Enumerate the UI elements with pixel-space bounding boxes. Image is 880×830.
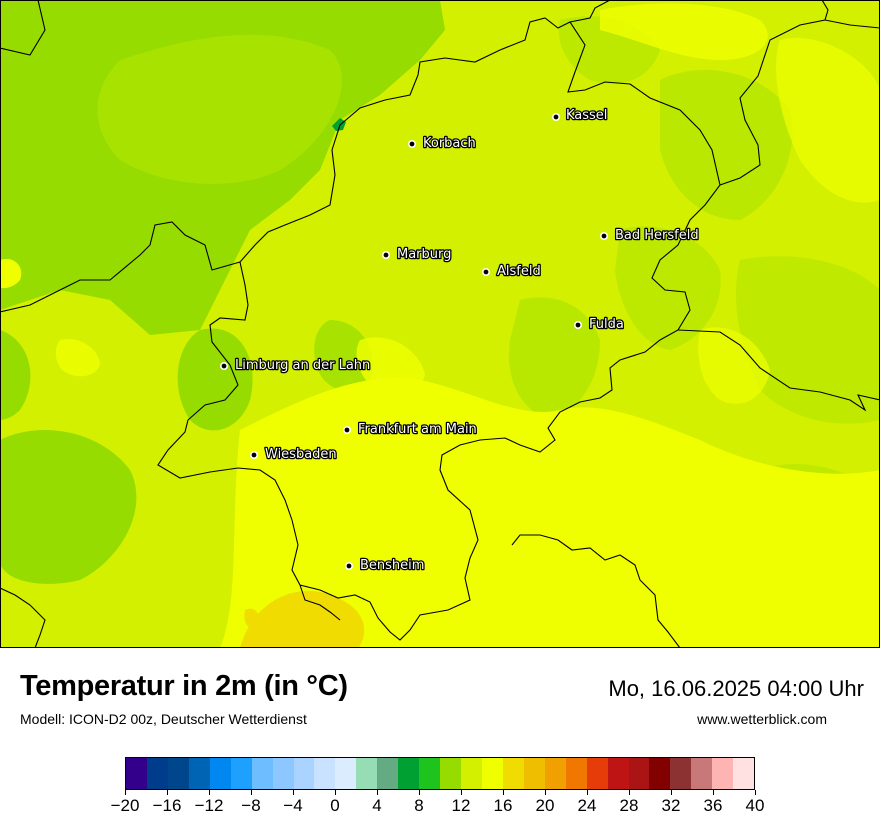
colorbar-tick	[418, 790, 420, 795]
colorbar-segment	[272, 758, 294, 789]
colorbar-tick-label: 32	[661, 796, 681, 815]
map-title: Temperatur in 2m (in °C)	[20, 670, 348, 702]
colorbar-tick	[376, 790, 378, 795]
colorbar-tick	[586, 790, 588, 795]
colorbar-segment	[586, 758, 608, 789]
colorbar-tick-label: −8	[241, 796, 261, 815]
colorbar-tick-label: −12	[194, 796, 224, 815]
colorbar-segment	[188, 758, 210, 789]
city-bad-hersfeld: Bad Hersfeld	[599, 227, 700, 244]
colorbar-segment	[356, 758, 378, 789]
colorbar-segment	[230, 758, 252, 789]
city-limburg-an-der-lahn: Limburg an der Lahn	[220, 357, 372, 374]
colorbar-segment	[251, 758, 273, 789]
colorbar-tick	[460, 790, 462, 795]
colorbar-segment	[670, 758, 692, 789]
colorbar-tick-label: 4	[372, 796, 382, 815]
colorbar-tick	[292, 790, 294, 795]
city-label: Bad Hersfeld	[615, 228, 699, 243]
city-bensheim: Bensheim	[344, 557, 426, 574]
colorbar-tick-label: −20	[110, 796, 140, 815]
city-korbach: Korbach	[407, 135, 477, 152]
colorbar-segment	[649, 758, 671, 789]
colorbar-segment	[565, 758, 587, 789]
colorbar-segment	[335, 758, 357, 789]
colorbar-tick-label: −16	[152, 796, 182, 815]
city-kassel: Kassel	[551, 107, 609, 124]
colorbar-segment	[733, 758, 755, 789]
city-label: Frankfurt am Main	[358, 422, 477, 437]
colorbar-segment	[440, 758, 461, 789]
colorbar-segment	[481, 758, 503, 789]
colorbar-tick	[250, 790, 252, 795]
colorbar-tick-label: 0	[330, 796, 340, 815]
temperature-colorbar	[125, 757, 755, 790]
colorbar-tick	[628, 790, 630, 795]
colorbar-tick	[754, 790, 756, 795]
colorbar-segment	[146, 758, 168, 789]
colorbar-segment	[461, 758, 482, 789]
colorbar-ticks: −20 −16 −12 −8 −4 0 4 8 12 16 20 24 28 32 36 40	[111, 790, 764, 820]
colorbar-segment	[628, 758, 650, 789]
city-label: Fulda	[589, 317, 624, 332]
colorbar-tick	[712, 790, 714, 795]
colorbar-tick-label: 8	[414, 796, 424, 815]
city-marburg: Marburg	[381, 246, 453, 263]
colorbar-segment	[607, 758, 629, 789]
map-footer: Temperatur in 2m (in °C) Modell: ICON-D2…	[0, 648, 880, 830]
colorbar-segment	[544, 758, 566, 789]
model-source: Modell: ICON-D2 00z, Deutscher Wetterdie…	[20, 711, 307, 727]
colorbar-segment	[712, 758, 734, 789]
city-label: Alsfeld	[497, 264, 541, 279]
city-alsfeld: Alsfeld	[481, 263, 542, 280]
colorbar-tick-label: 28	[619, 796, 639, 815]
colorbar-segment	[377, 758, 399, 789]
colorbar-tick	[670, 790, 672, 795]
city-label: Bensheim	[360, 558, 424, 573]
colorbar-tick	[544, 790, 546, 795]
colorbar-tick-label: 36	[703, 796, 723, 815]
colorbar-tick-label: 24	[577, 796, 597, 815]
city-label: Limburg an der Lahn	[235, 358, 370, 373]
temperature-map: Kassel Korbach Bad Hersfeld Marburg Alsf…	[0, 0, 880, 648]
colorbar-segment	[209, 758, 231, 789]
colorbar-segment	[502, 758, 524, 789]
city-label: Wiesbaden	[265, 447, 337, 462]
colorbar-segment	[126, 758, 147, 789]
colorbar-segment	[314, 758, 336, 789]
website-link[interactable]: www.wetterblick.com	[697, 711, 827, 727]
colorbar-segment	[419, 758, 441, 789]
colorbar-segment	[167, 758, 189, 789]
colorbar-tick	[502, 790, 504, 795]
city-frankfurt-am-main: Frankfurt am Main	[342, 421, 478, 438]
colorbar-tick	[166, 790, 168, 795]
city-label: Kassel	[566, 108, 607, 123]
colorbar-tick-label: 12	[451, 796, 471, 815]
colorbar-tick-label: −4	[283, 796, 303, 815]
colorbar-tick	[208, 790, 210, 795]
city-label: Marburg	[397, 247, 451, 262]
colorbar-tick-label: 40	[745, 796, 765, 815]
colorbar-segment	[691, 758, 713, 789]
city-wiesbaden: Wiesbaden	[250, 446, 338, 463]
colorbar-tick	[334, 790, 336, 795]
city-label: Korbach	[423, 136, 476, 151]
colorbar-tick-label: 20	[535, 796, 555, 815]
colorbar-segment	[293, 758, 315, 789]
colorbar-segment	[523, 758, 545, 789]
colorbar-segment	[398, 758, 420, 789]
city-fulda: Fulda	[573, 316, 625, 333]
colorbar-tick-label: 16	[493, 796, 513, 815]
colorbar-tick	[124, 790, 126, 795]
forecast-datetime: Mo, 16.06.2025 04:00 Uhr	[608, 676, 864, 701]
